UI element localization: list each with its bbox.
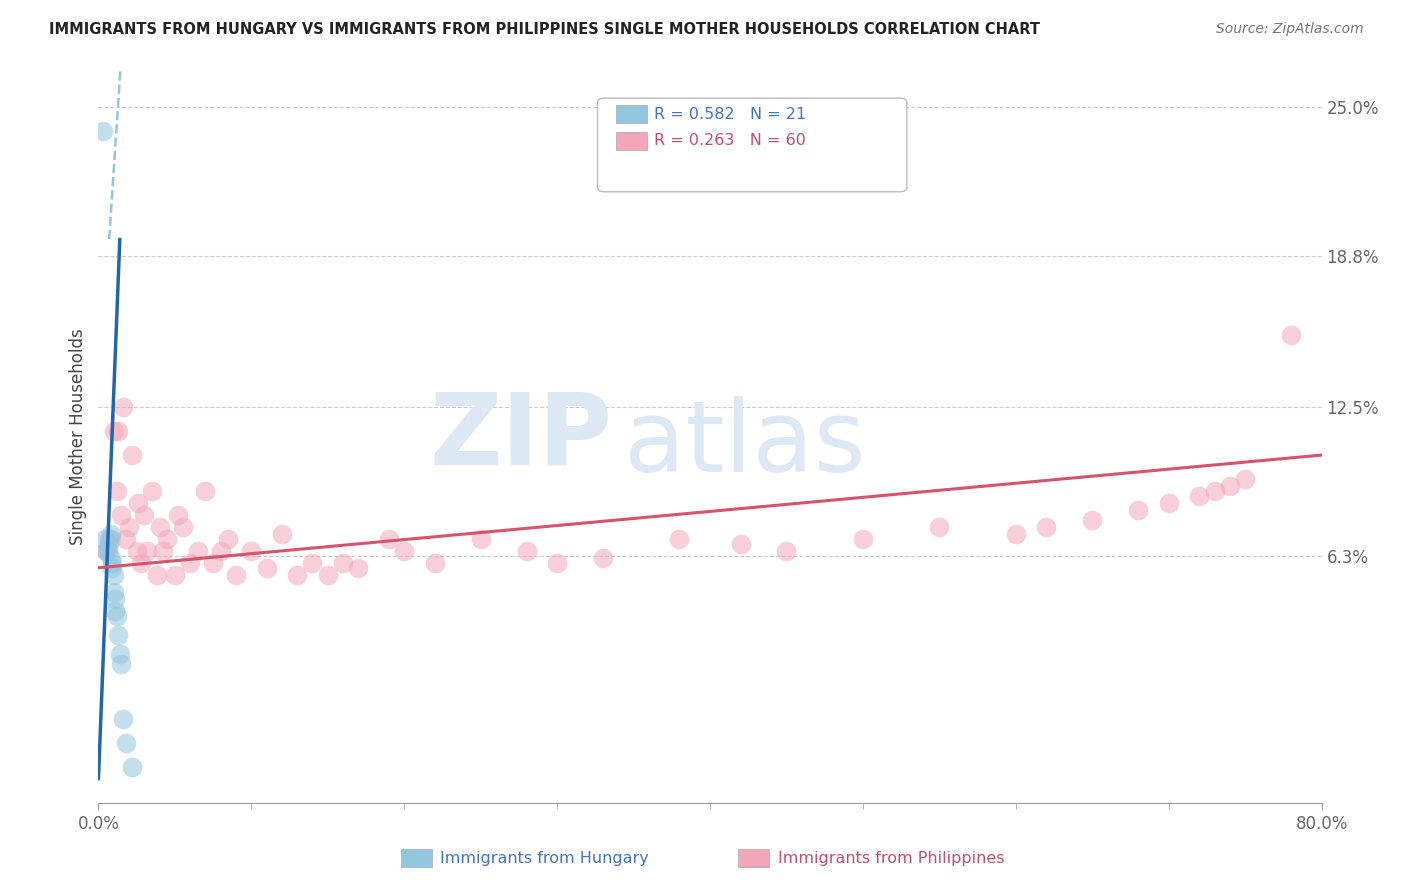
Point: [101, 561, 124, 575]
Point: [270, 527, 292, 541]
Point: [775, 544, 797, 558]
Point: [145, 568, 167, 582]
Point: [100, 527, 122, 541]
Point: [1279, 328, 1302, 343]
Text: R = 0.582   N = 21: R = 0.582 N = 21: [654, 107, 806, 121]
Point: [100, 532, 122, 546]
Text: Source: ZipAtlas.com: Source: ZipAtlas.com: [1216, 22, 1364, 37]
Point: [347, 561, 370, 575]
Point: [423, 556, 446, 570]
Point: [136, 544, 159, 558]
Point: [104, 604, 127, 618]
Point: [301, 556, 323, 570]
Point: [104, 591, 127, 606]
Point: [516, 544, 538, 558]
Point: [98, 532, 121, 546]
Point: [1035, 520, 1057, 534]
Point: [91, 124, 114, 138]
Point: [592, 551, 614, 566]
Point: [316, 568, 339, 582]
Point: [115, 532, 138, 546]
Point: [332, 556, 354, 570]
Point: [285, 568, 308, 582]
Point: [1204, 483, 1226, 498]
Point: [125, 544, 148, 558]
Point: [378, 532, 401, 546]
Point: [1081, 513, 1104, 527]
Point: [105, 608, 128, 623]
Text: IMMIGRANTS FROM HUNGARY VS IMMIGRANTS FROM PHILIPPINES SINGLE MOTHER HOUSEHOLDS : IMMIGRANTS FROM HUNGARY VS IMMIGRANTS FR…: [49, 22, 1040, 37]
Point: [179, 556, 201, 570]
Point: [1004, 527, 1026, 541]
Point: [111, 712, 134, 726]
Point: [163, 568, 186, 582]
Point: [470, 532, 492, 546]
Point: [156, 532, 179, 546]
Point: [121, 448, 143, 462]
Point: [103, 424, 125, 438]
Point: [129, 556, 152, 570]
Text: Immigrants from Philippines: Immigrants from Philippines: [778, 851, 1004, 865]
Point: [167, 508, 190, 522]
Point: [108, 647, 131, 661]
Point: [1157, 496, 1180, 510]
Text: Immigrants from Hungary: Immigrants from Hungary: [440, 851, 648, 865]
Point: [1234, 472, 1257, 486]
Point: [110, 508, 132, 522]
Point: [152, 544, 174, 558]
Point: [127, 496, 149, 510]
Point: [141, 483, 163, 498]
Point: [97, 544, 120, 558]
Point: [107, 424, 129, 438]
Point: [668, 532, 690, 546]
Text: atlas: atlas: [624, 396, 866, 493]
Point: [94, 544, 117, 558]
Text: R = 0.263   N = 60: R = 0.263 N = 60: [654, 134, 806, 148]
Point: [105, 483, 128, 498]
Point: [115, 736, 138, 750]
Point: [928, 520, 950, 534]
Point: [240, 544, 263, 558]
Point: [256, 561, 278, 575]
Point: [217, 532, 239, 546]
Point: [1128, 503, 1150, 517]
Point: [98, 537, 121, 551]
Point: [103, 584, 125, 599]
Point: [225, 568, 247, 582]
Text: ZIP: ZIP: [429, 389, 612, 485]
Point: [187, 544, 209, 558]
Point: [134, 508, 156, 522]
Point: [110, 657, 132, 671]
Point: [1188, 489, 1211, 503]
Y-axis label: Single Mother Households: Single Mother Households: [69, 329, 87, 545]
Point: [118, 520, 141, 534]
Point: [202, 556, 225, 570]
Point: [107, 628, 129, 642]
Point: [852, 532, 875, 546]
Point: [194, 483, 217, 498]
Point: [101, 556, 124, 570]
Point: [392, 544, 416, 558]
Point: [730, 537, 752, 551]
Point: [172, 520, 194, 534]
Point: [546, 556, 568, 570]
Point: [94, 544, 117, 558]
Point: [149, 520, 172, 534]
Point: [100, 551, 122, 566]
Point: [209, 544, 232, 558]
Point: [93, 532, 115, 546]
Point: [121, 760, 143, 774]
Point: [111, 400, 134, 414]
Point: [103, 568, 125, 582]
Point: [1219, 479, 1241, 493]
